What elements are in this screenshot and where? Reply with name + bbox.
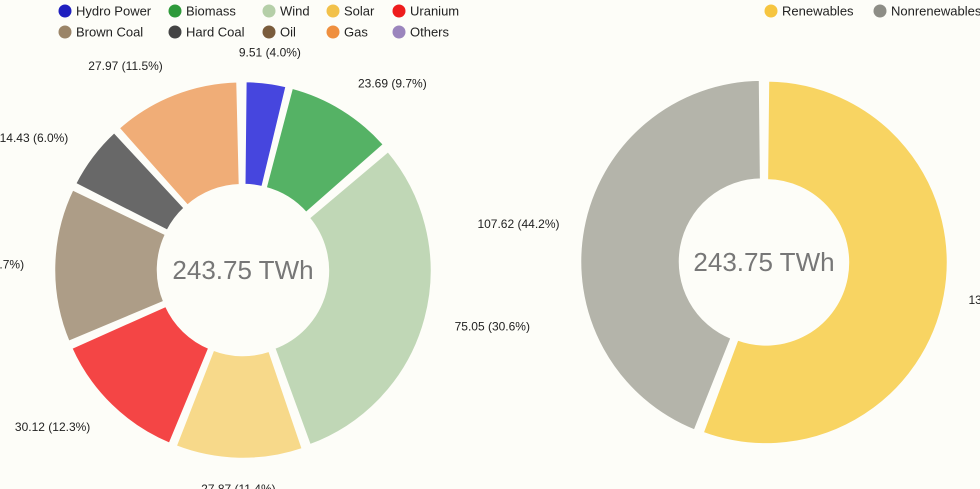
legend-item-gas[interactable]: Gas — [326, 25, 369, 40]
center-total-label: 243.75 TWh — [172, 255, 313, 285]
slice-shape-renewables[interactable] — [701, 79, 950, 446]
data-label-biomass: 23.69 (9.7%) — [358, 77, 427, 91]
data-label-brown-coal: 3.59 (13.7%) — [0, 257, 24, 271]
legend-item-oil[interactable]: Oil — [262, 25, 297, 40]
slice-uranium[interactable] — [69, 304, 211, 446]
legend-swatch-hard-coal — [168, 25, 182, 39]
legend-swatch-hydro-power — [58, 4, 72, 18]
legend-label-biomass: Biomass — [186, 4, 236, 19]
legend-label-others: Others — [410, 25, 450, 40]
donut-energy-sources: 9.51 (4.0%) 23.69 (9.7%) 75.05 (30.6%) 27.8… — [0, 46, 530, 489]
slice-brown-coal[interactable] — [52, 187, 168, 344]
legend-item-hydro-power[interactable]: Hydro Power — [58, 4, 152, 19]
slice-shape-hard-coal[interactable] — [73, 130, 187, 233]
legend-swatch-others — [392, 25, 406, 39]
legend-label-hydro-power: Hydro Power — [76, 4, 152, 19]
data-label-hard-coal: 14.43 (6.0%) — [0, 131, 68, 145]
slice-biomass[interactable] — [264, 86, 386, 215]
legend-swatch-brown-coal — [58, 25, 72, 39]
slice-shape-solar[interactable] — [174, 348, 305, 461]
legend-item-hard-coal[interactable]: Hard Coal — [168, 25, 245, 40]
legend-item-nonrenewables[interactable]: Nonrenewables — [873, 4, 980, 19]
slice-shape-hydro-power[interactable] — [243, 79, 289, 189]
slice-shape-uranium[interactable] — [69, 304, 211, 446]
legend-item-renewables[interactable]: Renewables — [764, 4, 855, 19]
legend-item-wind[interactable]: Wind — [262, 4, 310, 19]
data-label-renewables: 136.13 ( — [969, 293, 980, 307]
slice-others[interactable] — [239, 79, 245, 187]
legend-swatch-oil — [262, 25, 276, 39]
slice-wind[interactable] — [272, 149, 434, 447]
legend-item-uranium[interactable]: Uranium — [392, 4, 460, 19]
slice-nonrenewables[interactable] — [578, 78, 763, 432]
center-total-label: 243.75 TWh — [693, 247, 834, 277]
legend-label-renewables: Renewables — [782, 4, 854, 19]
slice-shape-wind[interactable] — [272, 149, 434, 447]
legend-label-brown-coal: Brown Coal — [76, 25, 143, 40]
slice-solar[interactable] — [174, 348, 305, 461]
legend-renewable-split: Renewables Nonrenewables — [764, 4, 980, 19]
slice-shape-brown-coal[interactable] — [52, 187, 168, 344]
donut-renewable-split: 136.13 ( 107.62 (44.2%) 243.75 TWh — [477, 78, 980, 446]
legend-label-solar: Solar — [344, 4, 375, 19]
legend-energy-sources: Hydro Power Biomass Wind Solar Uranium Brown … — [58, 4, 460, 40]
slice-renewables[interactable] — [701, 79, 950, 446]
slice-shape-gas[interactable] — [117, 80, 242, 208]
legend-swatch-wind — [262, 4, 276, 18]
slice-hard-coal[interactable] — [73, 130, 187, 233]
legend-item-biomass[interactable]: Biomass — [168, 4, 237, 19]
data-label-uranium: 30.12 (12.3%) — [15, 420, 90, 434]
legend-label-wind: Wind — [280, 4, 310, 19]
slice-gas[interactable] — [117, 80, 242, 208]
slice-shape-others[interactable] — [239, 79, 245, 187]
legend-item-solar[interactable]: Solar — [326, 4, 376, 19]
legend-label-nonrenewables: Nonrenewables — [891, 4, 980, 19]
data-label-nonrenewables: 107.62 (44.2%) — [477, 217, 559, 231]
legend-swatch-renewables — [764, 4, 778, 18]
data-label-wind: 75.05 (30.6%) — [455, 319, 530, 333]
legend-label-gas: Gas — [344, 25, 368, 40]
data-label-hydro-power: 9.51 (4.0%) — [239, 46, 301, 60]
legend-swatch-uranium — [392, 4, 406, 18]
data-label-solar: 27.87 (11.4%) — [201, 482, 276, 489]
slice-hydro-power[interactable] — [243, 79, 289, 189]
legend-swatch-biomass — [168, 4, 182, 18]
slice-shape-nonrenewables[interactable] — [578, 78, 763, 432]
legend-label-uranium: Uranium — [410, 4, 459, 19]
legend-swatch-nonrenewables — [873, 4, 887, 18]
legend-label-hard-coal: Hard Coal — [186, 25, 245, 40]
legend-label-oil: Oil — [280, 25, 296, 40]
slice-shape-biomass[interactable] — [264, 86, 386, 215]
data-label-gas: 27.97 (11.5%) — [88, 59, 163, 73]
legend-swatch-solar — [326, 4, 340, 18]
legend-item-brown-coal[interactable]: Brown Coal — [58, 25, 144, 40]
legend-item-others[interactable]: Others — [392, 25, 450, 40]
legend-swatch-gas — [326, 25, 340, 39]
